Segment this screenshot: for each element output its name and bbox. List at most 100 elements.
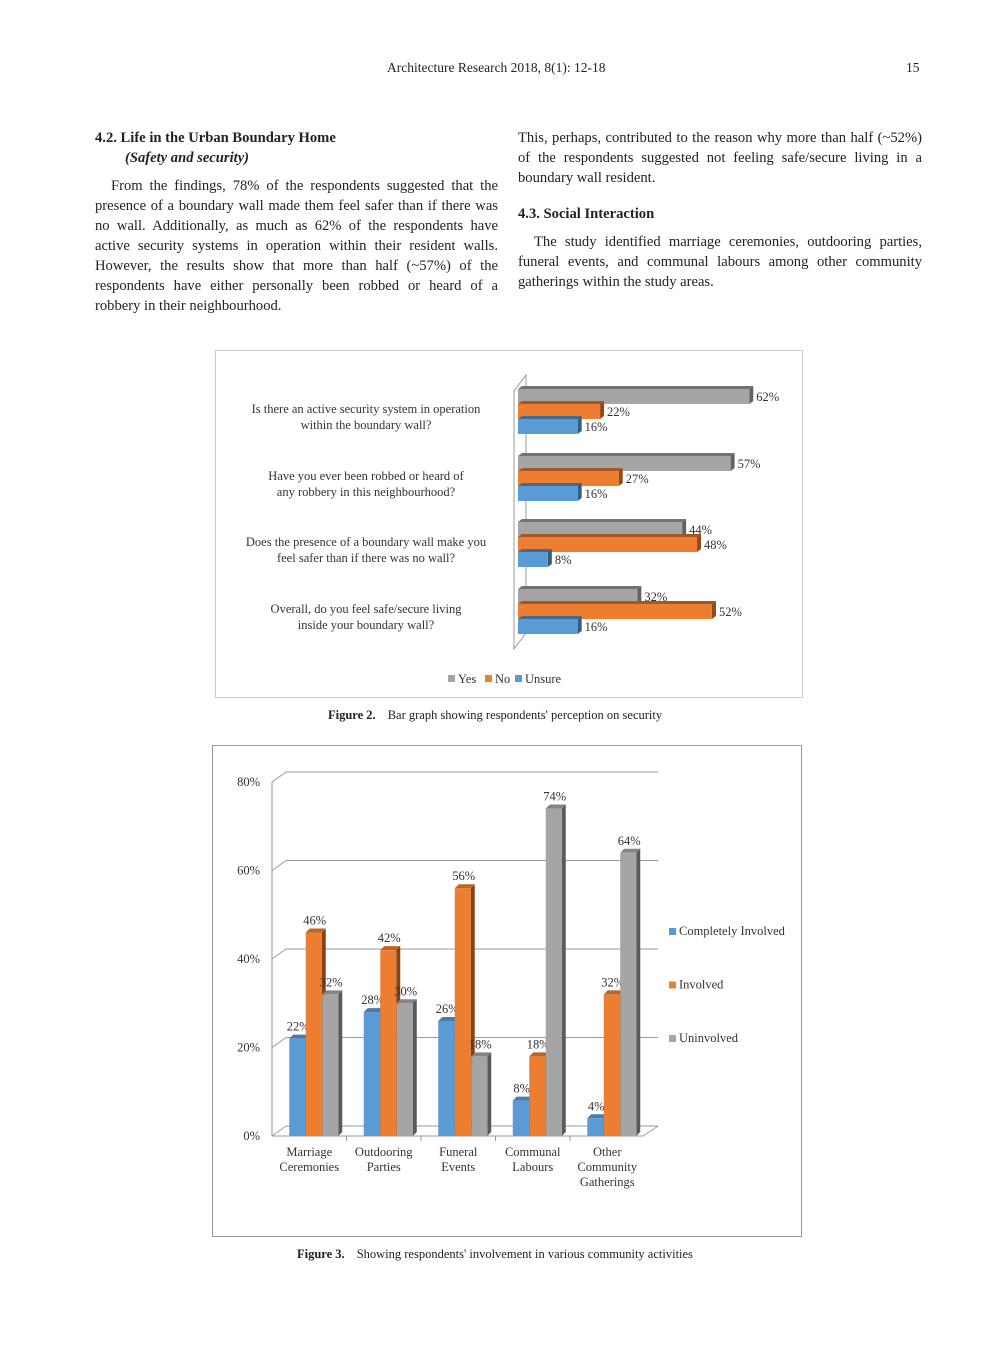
gridline-slant (271, 771, 287, 783)
bar-top (454, 884, 475, 889)
bar-side (561, 804, 566, 1136)
x-tick-label: Events (441, 1160, 475, 1174)
x-tick-label: Marriage (286, 1145, 332, 1159)
paragraph: The study identified marriage ceremonies… (518, 234, 922, 290)
data-label: 27% (626, 472, 649, 486)
data-label: 18% (469, 1037, 492, 1051)
bar-top (289, 1034, 310, 1039)
bar-top (363, 1008, 384, 1013)
bar-completely-involved (363, 1012, 380, 1136)
data-label: 22% (607, 405, 630, 419)
gridline-slant (271, 860, 287, 871)
x-tick-label: Parties (367, 1160, 401, 1174)
bar-uninvolved (396, 1003, 413, 1136)
category-label: Does the presence of a boundary wall mak… (246, 535, 487, 549)
bar-top (518, 586, 642, 589)
bar-yes (518, 522, 683, 537)
bar-involved (305, 932, 322, 1136)
bar-side (547, 549, 552, 567)
figure-2-caption: Figure 2. Bar graph showing respondents' … (328, 708, 662, 723)
bar-top (518, 601, 716, 604)
bar-involved (454, 888, 471, 1136)
section-heading: 4.3. Social Interaction (518, 206, 655, 222)
data-label: 56% (452, 869, 475, 883)
bar-top (396, 999, 417, 1004)
legend-swatch (669, 1035, 676, 1042)
caption-text: Bar graph showing respondents' perceptio… (387, 708, 663, 722)
category-label: inside your boundary wall? (298, 618, 435, 632)
bar-side (749, 386, 754, 404)
gridline-slant (271, 1125, 287, 1137)
bar-side (487, 1052, 492, 1136)
data-label: 32% (320, 975, 343, 989)
bar-top (471, 1052, 492, 1057)
category-label: Is there an active security system in op… (252, 402, 481, 416)
bar-completely-involved (512, 1100, 529, 1136)
bar-side (697, 534, 702, 552)
running-header: Architecture Research 2018, 8(1): 12-18 (387, 60, 606, 75)
bar-top (603, 990, 624, 995)
bar-top (545, 804, 566, 809)
bar-side (600, 401, 605, 419)
data-label: 62% (756, 390, 779, 404)
bar-side (577, 616, 582, 634)
bar-no (518, 471, 619, 486)
page-number: 15 (906, 60, 920, 75)
section-subheading: (Safety and security) (125, 150, 250, 166)
bar-involved (529, 1056, 546, 1136)
bar-side (682, 519, 687, 537)
data-label: 57% (738, 457, 761, 471)
x-tick-label: Gatherings (580, 1175, 635, 1189)
bar-completely-involved (289, 1038, 306, 1136)
bar-top (305, 928, 326, 933)
data-label: 74% (543, 790, 566, 804)
bar-side (338, 990, 343, 1136)
data-label: 26% (436, 1002, 459, 1016)
data-label: 30% (394, 984, 417, 998)
legend-label: No (495, 672, 510, 686)
bar-side (637, 586, 642, 604)
legend-label: Involved (679, 978, 724, 992)
bar-side (636, 848, 641, 1136)
paragraph: From the findings, 78% of the respondent… (95, 178, 498, 314)
figure-label: Figure 2. (328, 708, 376, 722)
category-label: feel safer than if there was no wall? (277, 551, 455, 565)
bar-no (518, 604, 712, 619)
y-tick-label: 40% (237, 952, 260, 966)
bar-side (412, 999, 417, 1136)
data-label: 48% (704, 538, 727, 552)
data-label: 22% (287, 1020, 310, 1034)
bar-side (711, 601, 716, 619)
bar-no (518, 537, 698, 552)
x-tick-label: Outdooring (355, 1145, 413, 1159)
bar-top (518, 468, 623, 471)
data-label: 16% (585, 420, 608, 434)
data-label: 42% (378, 931, 401, 945)
x-tick-label: Communal (505, 1145, 561, 1159)
figure-label: Figure 3. (297, 1247, 345, 1261)
data-label: 16% (585, 487, 608, 501)
data-label: 18% (527, 1037, 550, 1051)
bar-uninvolved (620, 852, 637, 1136)
data-label: 32% (601, 975, 624, 989)
bar-completely-involved (587, 1118, 604, 1136)
bar-unsure (518, 619, 578, 634)
right-column: This, perhaps, contributed to the reason… (518, 128, 922, 292)
bar-no (518, 404, 601, 419)
legend-label: Unsure (525, 672, 562, 686)
figure-3-caption: Figure 3. Showing respondents' involvemen… (297, 1247, 693, 1262)
legend-swatch (669, 928, 676, 935)
bar-side (577, 416, 582, 434)
data-label: 64% (618, 834, 641, 848)
data-label: 52% (719, 605, 742, 619)
bar-top (518, 534, 702, 537)
legend-swatch (515, 675, 522, 682)
paragraph: This, perhaps, contributed to the reason… (518, 130, 922, 186)
data-label: 44% (689, 523, 712, 537)
bar-top (518, 519, 687, 522)
data-label: 28% (361, 993, 384, 1007)
section-heading: 4.2. Life in the Urban Boundary Home (95, 130, 336, 146)
bar-top (518, 616, 582, 619)
bar-uninvolved (322, 994, 339, 1136)
